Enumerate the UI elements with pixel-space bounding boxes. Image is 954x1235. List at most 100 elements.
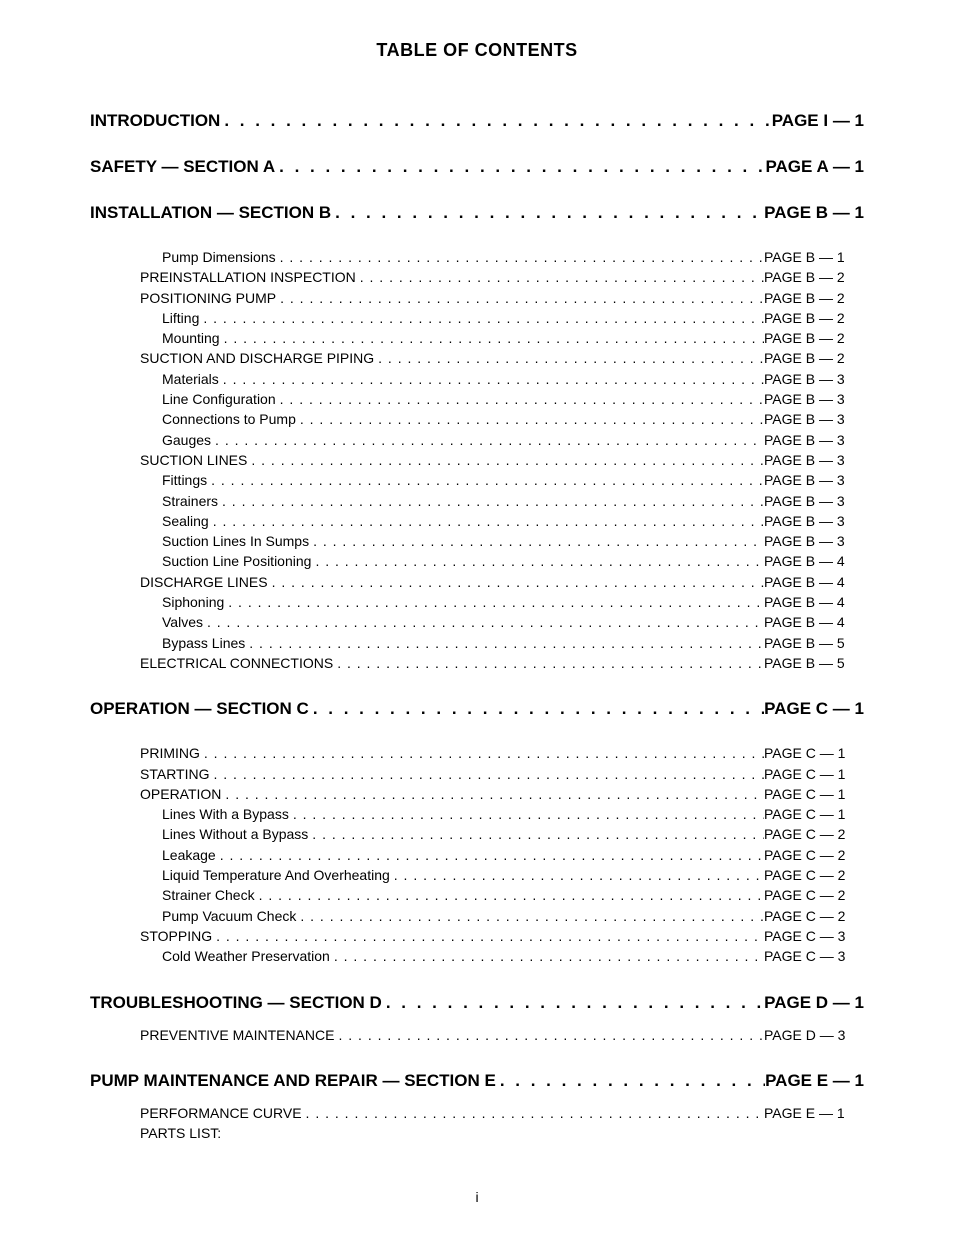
toc-entry-page: PAGE B — 3 xyxy=(764,450,864,470)
toc-leader-dots: . . . . . . . . . . . . . . . . . . . . … xyxy=(221,784,764,804)
toc-entry: Materials. . . . . . . . . . . . . . . .… xyxy=(140,369,864,389)
toc-entry-label: Suction Lines In Sumps xyxy=(140,531,309,551)
toc-leader-dots: . . . . . . . . . . . . . . . . . . . . … xyxy=(330,946,764,966)
toc-leader-dots: . . . . . . . . . . . . . . . . . . . . … xyxy=(212,926,764,946)
toc-entry: OPERATION. . . . . . . . . . . . . . . .… xyxy=(140,784,864,804)
toc-entry-page: PAGE C — 1 xyxy=(764,743,864,763)
toc-leader-dots: . . . . . . . . . . . . . . . . . . . . … xyxy=(390,865,764,885)
toc-entry-page: PAGE C — 2 xyxy=(764,906,864,926)
toc-leader-dots: . . . . . . . . . . . . . . . . . . . . … xyxy=(374,348,764,368)
toc-entry-label: Sealing xyxy=(140,511,209,531)
toc-entry-label: DISCHARGE LINES xyxy=(140,572,268,592)
toc-section-page: PAGE B — 1 xyxy=(764,203,864,223)
toc-entry: Valves. . . . . . . . . . . . . . . . . … xyxy=(140,612,864,632)
toc-entry: Suction Lines In Sumps. . . . . . . . . … xyxy=(140,531,864,551)
toc-entry-page: PAGE B — 3 xyxy=(764,531,864,551)
toc-entry-page: PAGE C — 3 xyxy=(764,946,864,966)
toc-leader-dots: . . . . . . . . . . . . . . . . . . . . … xyxy=(220,328,764,348)
toc-entry-label: Connections to Pump xyxy=(140,409,296,429)
toc-section-label: PUMP MAINTENANCE AND REPAIR — SECTION E xyxy=(90,1071,496,1091)
toc-entry-page: PAGE C — 1 xyxy=(764,764,864,784)
toc-entry: SUCTION LINES. . . . . . . . . . . . . .… xyxy=(140,450,864,470)
toc-entry: Lines Without a Bypass. . . . . . . . . … xyxy=(140,824,864,844)
toc-entry-page: PAGE D — 3 xyxy=(764,1025,864,1045)
toc-entry-page: PAGE C — 3 xyxy=(764,926,864,946)
toc-entry-page: PAGE B — 4 xyxy=(764,551,864,571)
toc-leader-dots: . . . . . . . . . . . . . . . . . . . . … xyxy=(200,743,764,763)
toc-section-label: TROUBLESHOOTING — SECTION D xyxy=(90,993,382,1013)
toc-entry-label: ELECTRICAL CONNECTIONS xyxy=(140,653,333,673)
toc-leader-dots: . . . . . . . . . . . . . . . . . . . . … xyxy=(333,653,764,673)
toc-leader-dots: . . . . . . . . . . . . . . . . . . . . … xyxy=(219,369,764,389)
toc-leader-dots: . . . . . . . . . . . . . . . . . . . . … xyxy=(276,247,764,267)
toc-entry: Strainers. . . . . . . . . . . . . . . .… xyxy=(140,491,864,511)
toc-section-label: INSTALLATION — SECTION B xyxy=(90,203,331,223)
toc-entry-page: PAGE B — 4 xyxy=(764,612,864,632)
toc-leader-dots: . . . . . . . . . . . . . . . . . . . . … xyxy=(308,824,764,844)
toc-entry-label: Lines With a Bypass xyxy=(140,804,289,824)
toc-section-header: INSTALLATION — SECTION B. . . . . . . . … xyxy=(90,203,864,223)
toc-leader-dots: . . . . . . . . . . . . . . . . . . . . … xyxy=(255,885,764,905)
toc-entry-label: Suction Line Positioning xyxy=(140,551,311,571)
toc-entry: Connections to Pump. . . . . . . . . . .… xyxy=(140,409,864,429)
toc-entry: Suction Line Positioning. . . . . . . . … xyxy=(140,551,864,571)
toc-section-label: SAFETY — SECTION A xyxy=(90,157,275,177)
toc-entry-label: POSITIONING PUMP xyxy=(140,288,276,308)
toc-leader-dots: . . . . . . . . . . . . . . . . . . . . … xyxy=(309,699,764,719)
toc-entry-page: PAGE B — 3 xyxy=(764,389,864,409)
toc-entry-label: Strainers xyxy=(140,491,218,511)
toc-leader-dots: . . . . . . . . . . . . . . . . . . . . … xyxy=(220,111,771,131)
toc-entry: STARTING. . . . . . . . . . . . . . . . … xyxy=(140,764,864,784)
toc-entry-label: STARTING xyxy=(140,764,210,784)
toc-entry-label: PERFORMANCE CURVE xyxy=(140,1103,302,1123)
toc-entry-label: Pump Vacuum Check xyxy=(140,906,296,926)
toc-entry: PREINSTALLATION INSPECTION. . . . . . . … xyxy=(140,267,864,287)
toc-entry: Bypass Lines. . . . . . . . . . . . . . … xyxy=(140,633,864,653)
toc-section-label: OPERATION — SECTION C xyxy=(90,699,309,719)
toc-section-page: PAGE A — 1 xyxy=(765,157,864,177)
toc-entry-page: PAGE C — 1 xyxy=(764,804,864,824)
toc-entry-label: Gauges xyxy=(140,430,211,450)
toc-sub-block: PREVENTIVE MAINTENANCE. . . . . . . . . … xyxy=(140,1025,864,1045)
toc-leader-dots: . . . . . . . . . . . . . . . . . . . . … xyxy=(203,612,764,632)
toc-section-page: PAGE C — 1 xyxy=(764,699,864,719)
toc-leader-dots: . . . . . . . . . . . . . . . . . . . . … xyxy=(356,267,764,287)
toc-entry-page: PAGE B — 4 xyxy=(764,592,864,612)
toc-entry-label: Liquid Temperature And Overheating xyxy=(140,865,390,885)
toc-leader-dots: . . . . . . . . . . . . . . . . . . . . … xyxy=(216,845,764,865)
toc-entry-page: PAGE C — 2 xyxy=(764,824,864,844)
toc-section-header: TROUBLESHOOTING — SECTION D. . . . . . .… xyxy=(90,993,864,1013)
toc-leader-dots: . . . . . . . . . . . . . . . . . . . . … xyxy=(276,288,764,308)
toc-entry: Siphoning. . . . . . . . . . . . . . . .… xyxy=(140,592,864,612)
toc-entry-page: PAGE B — 5 xyxy=(764,633,864,653)
toc-entry-label: Pump Dimensions xyxy=(140,247,276,267)
toc-entry: STOPPING. . . . . . . . . . . . . . . . … xyxy=(140,926,864,946)
toc-entry: PERFORMANCE CURVE. . . . . . . . . . . .… xyxy=(140,1103,864,1123)
toc-entry: DISCHARGE LINES. . . . . . . . . . . . .… xyxy=(140,572,864,592)
toc-entry-label: Strainer Check xyxy=(140,885,255,905)
toc-entry-label: Materials xyxy=(140,369,219,389)
toc-entry-label: OPERATION xyxy=(140,784,221,804)
toc-entry-page: PAGE B — 1 xyxy=(764,247,864,267)
toc-leader-dots: . . . . . . . . . . . . . . . . . . . . … xyxy=(296,906,764,926)
toc-entry: Fittings. . . . . . . . . . . . . . . . … xyxy=(140,470,864,490)
toc-entry-label: Valves xyxy=(140,612,203,632)
toc-entry-label: Mounting xyxy=(140,328,220,348)
toc-section-header: INTRODUCTION. . . . . . . . . . . . . . … xyxy=(90,111,864,131)
toc-leader-dots: . . . . . . . . . . . . . . . . . . . . … xyxy=(207,470,764,490)
toc-entry-page: PAGE B — 2 xyxy=(764,267,864,287)
toc-entry: Pump Vacuum Check. . . . . . . . . . . .… xyxy=(140,906,864,926)
toc-entry: PRIMING. . . . . . . . . . . . . . . . .… xyxy=(140,743,864,763)
toc-entry-page: PAGE E — 1 xyxy=(764,1103,864,1123)
toc-leader-dots: . . . . . . . . . . . . . . . . . . . . … xyxy=(211,430,764,450)
toc-entry-page: PAGE B — 3 xyxy=(764,430,864,450)
toc-leader-dots: . . . . . . . . . . . . . . . . . . . . … xyxy=(224,592,764,612)
toc-entry-page: PAGE C — 2 xyxy=(764,865,864,885)
toc-entry-label: Lines Without a Bypass xyxy=(140,824,308,844)
toc-entry-page: PAGE B — 4 xyxy=(764,572,864,592)
toc-leader-dots: . . . . . . . . . . . . . . . . . . . . … xyxy=(302,1103,764,1123)
toc-section-page: PAGE I — 1 xyxy=(772,111,864,131)
toc-leader-dots: . . . . . . . . . . . . . . . . . . . . … xyxy=(247,450,764,470)
toc-leader-dots: . . . . . . . . . . . . . . . . . . . . … xyxy=(268,572,764,592)
toc-leader-dots: . . . . . . . . . . . . . . . . . . . . … xyxy=(209,511,764,531)
